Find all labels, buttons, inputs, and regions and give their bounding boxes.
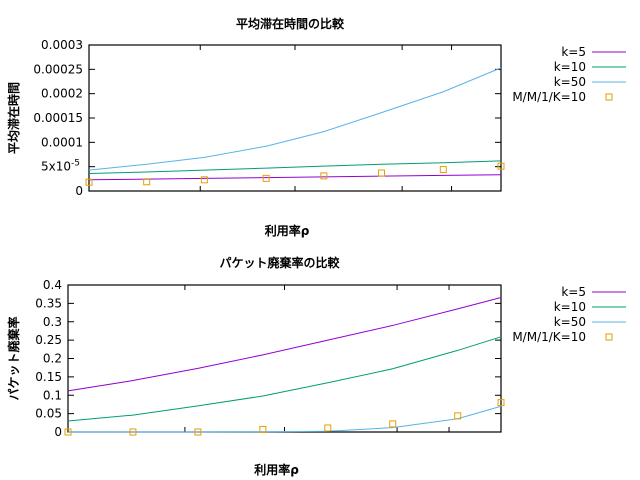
data-point: [200, 176, 208, 184]
y-tick-label: 0.0002: [41, 87, 83, 101]
series-1: k=5: [88, 45, 626, 181]
y-tick-label: 0.3: [43, 315, 62, 329]
y-tick-label: 0.0003: [41, 38, 83, 52]
y-tick-label: 0.2: [43, 352, 62, 366]
legend-label: M/M/1/K=10: [512, 90, 586, 104]
series-line: [88, 160, 502, 174]
series-2: k=10: [88, 60, 626, 174]
series-line: [67, 336, 502, 422]
y-axis-label: 平均滞在時間: [6, 82, 21, 154]
data-point: [389, 420, 397, 428]
legend-label: k=10: [554, 300, 586, 314]
data-point: [378, 169, 386, 177]
x-axis-label: 利用率ρ: [254, 462, 299, 477]
series-4: M/M/1/K=10: [85, 90, 613, 186]
y-axis-label: パケット廃棄率: [6, 316, 21, 400]
series-1: k=5: [67, 285, 626, 392]
series-2: k=10: [67, 300, 626, 422]
data-point: [129, 428, 137, 436]
legend-swatch: [605, 333, 613, 341]
legend-label: M/M/1/K=10: [512, 330, 586, 344]
series-3: k=50: [68, 315, 626, 433]
x-axis-label: 利用率ρ: [265, 223, 310, 238]
y-tick-label: 5x10: [41, 160, 71, 174]
chart-panel-2: パケット廃棄率の比較 0 0.05 0.1 0.15 0.2 0.25 0.3 0.35 0.4 利…: [6, 255, 626, 477]
plot-frame: [67, 284, 502, 433]
series-4: M/M/1/K=10: [64, 330, 613, 436]
chart-title: パケット廃棄率の比較: [219, 255, 340, 270]
series-line: [68, 405, 502, 433]
legend-swatch: [605, 93, 613, 101]
data-point: [194, 428, 202, 436]
data-point: [497, 399, 505, 407]
data-point: [320, 172, 328, 180]
y-tick-label: 0.00025: [33, 62, 83, 76]
y-tick-label: 0.05: [35, 407, 62, 421]
y-tick-label: 0.0001: [41, 135, 83, 149]
chart-title: 平均滞在時間の比較: [236, 16, 345, 31]
y-tick-label: 0: [54, 425, 62, 439]
data-point: [439, 166, 447, 174]
series-line: [67, 297, 502, 392]
data-point: [85, 178, 93, 186]
legend-label: k=50: [554, 315, 586, 329]
data-point: [497, 162, 505, 170]
data-point: [143, 178, 151, 186]
legend-label: k=50: [554, 75, 586, 89]
data-point: [259, 425, 267, 433]
series-line: [88, 67, 502, 171]
y-tick-exponent: -5: [71, 159, 80, 169]
series-3: k=50: [88, 67, 626, 171]
chart-panel-1: 平均滞在時間の比較 0 5x10 -5 0.0001 0.00015 0.0002 0.000…: [6, 16, 626, 238]
plot-frame: [88, 44, 502, 192]
legend-label: k=5: [561, 45, 586, 59]
y-tick-label: 0.35: [35, 296, 62, 310]
data-point: [64, 428, 72, 436]
legend-label: k=10: [554, 60, 586, 74]
y-tick-label: 0.4: [43, 278, 62, 292]
legend-label: k=5: [561, 285, 586, 299]
y-tick-label: 0: [75, 184, 83, 198]
data-point: [324, 424, 332, 432]
data-point: [454, 412, 462, 420]
data-point: [262, 174, 270, 182]
series-line: [88, 174, 502, 181]
y-tick-label: 0.1: [43, 388, 62, 402]
y-tick-label: 0.25: [35, 333, 62, 347]
y-tick-label: 0.15: [35, 370, 62, 384]
y-tick-label: 0.00015: [33, 111, 83, 125]
